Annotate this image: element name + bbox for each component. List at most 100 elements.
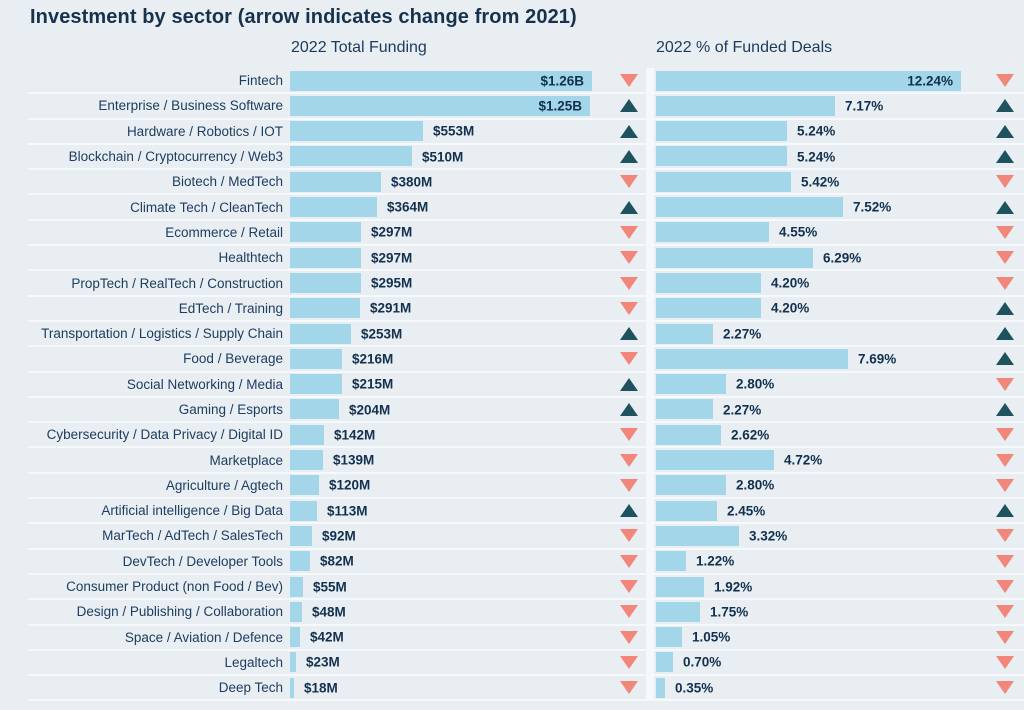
chart-row: Blockchain / Cryptocurrency / Web3 $510M 5… <box>0 144 1024 171</box>
deals-bar <box>656 424 721 445</box>
triangle-up-icon <box>995 99 1014 113</box>
triangle-down-icon <box>619 529 638 543</box>
triangle-up-icon <box>619 200 638 214</box>
deals-bar <box>656 399 713 420</box>
funding-trend-cell <box>612 225 645 239</box>
funding-trend-cell <box>612 377 645 391</box>
funding-bar-cell: $142M <box>290 422 612 447</box>
chart-rows: Fintech $1.26B 12.24% Enterprise / Business… <box>0 68 1024 702</box>
deals-bar <box>656 171 791 192</box>
deals-trend-cell <box>985 681 1024 695</box>
funding-bar <box>290 601 302 622</box>
sector-label: Design / Publishing / Collaboration <box>76 604 283 620</box>
triangle-down-icon <box>995 655 1014 669</box>
triangle-down-icon <box>619 352 638 366</box>
chart-row: PropTech / RealTech / Construction $295M 4… <box>0 270 1024 297</box>
triangle-down-icon <box>619 74 638 88</box>
chart-row: MarTech / AdTech / SalesTech $92M 3.32% <box>0 523 1024 550</box>
deals-bar-cell: 1.92% <box>656 574 985 599</box>
deals-value: 1.92% <box>714 579 753 595</box>
deals-bar <box>656 95 835 116</box>
triangle-up-icon <box>995 200 1014 214</box>
triangle-up-icon <box>619 504 638 518</box>
funding-bar-cell: $18M <box>290 675 612 700</box>
sector-label: Legaltech <box>224 654 283 670</box>
funding-trend-cell <box>612 99 645 113</box>
funding-trend-cell <box>612 327 645 341</box>
sector-label: Cybersecurity / Data Privacy / Digital I… <box>46 427 283 443</box>
triangle-up-icon <box>619 99 638 113</box>
deals-value: 4.20% <box>771 300 810 316</box>
funding-trend-cell <box>612 74 645 88</box>
funding-value: $18M <box>304 680 338 696</box>
deals-bar-cell: 4.20% <box>656 270 985 295</box>
funding-bar <box>290 374 342 395</box>
funding-value: $297M <box>371 250 413 266</box>
deals-bar-cell: 4.20% <box>656 296 985 321</box>
funding-value: $291M <box>370 300 412 316</box>
funding-value: $92M <box>322 528 356 544</box>
triangle-down-icon <box>619 580 638 594</box>
sector-label: PropTech / RealTech / Construction <box>71 275 283 291</box>
deals-bar <box>656 146 787 167</box>
deals-bar-cell: 1.75% <box>656 599 985 624</box>
funding-value: $139M <box>333 452 375 468</box>
funding-bar-cell: $204M <box>290 397 612 422</box>
deals-bar-cell: 6.29% <box>656 245 985 270</box>
triangle-down-icon <box>619 681 638 695</box>
deals-bar-cell: 7.52% <box>656 194 985 219</box>
deals-trend-cell <box>985 150 1024 164</box>
funding-bar-cell: $291M <box>290 296 612 321</box>
deals-trend-cell <box>985 428 1024 442</box>
funding-bar <box>290 677 294 698</box>
sector-label: Blockchain / Cryptocurrency / Web3 <box>68 149 283 165</box>
funding-bar <box>290 323 351 344</box>
sector-label: Marketplace <box>209 452 283 468</box>
funding-bar-cell: $82M <box>290 549 612 574</box>
deals-bar <box>656 222 769 243</box>
funding-value: $510M <box>422 149 464 165</box>
chart-row: Healthtech $297M 6.29% <box>0 245 1024 272</box>
deals-bar <box>656 298 761 319</box>
funding-bar <box>290 627 300 648</box>
funding-bar <box>290 197 377 218</box>
funding-trend-cell <box>612 150 645 164</box>
triangle-down-icon <box>995 580 1014 594</box>
chart-row: Cybersecurity / Data Privacy / Digital I… <box>0 422 1024 449</box>
deals-trend-cell <box>985 630 1024 644</box>
chart-row: Biotech / MedTech $380M 5.42% <box>0 169 1024 196</box>
deals-trend-cell <box>985 276 1024 290</box>
funding-bar <box>290 525 312 546</box>
funding-value: $380M <box>391 174 433 190</box>
deals-bar-cell: 1.05% <box>656 625 985 650</box>
funding-trend-cell <box>612 175 645 189</box>
deals-value: 2.80% <box>736 376 775 392</box>
column-gap-divider <box>646 68 654 701</box>
triangle-down-icon <box>995 529 1014 543</box>
deals-value: 1.05% <box>692 629 731 645</box>
chart-row: Deep Tech $18M 0.35% <box>0 675 1024 702</box>
triangle-down-icon <box>619 655 638 669</box>
sector-label: EdTech / Training <box>178 300 283 316</box>
funding-bar-cell: $253M <box>290 321 612 346</box>
chart-row: Food / Beverage $216M 7.69% <box>0 346 1024 373</box>
triangle-down-icon <box>995 554 1014 568</box>
funding-value: $253M <box>361 326 403 342</box>
funding-bar <box>290 652 296 673</box>
triangle-down-icon <box>619 175 638 189</box>
triangle-up-icon <box>619 403 638 416</box>
deals-bar <box>656 272 761 293</box>
deals-bar-cell: 5.24% <box>656 119 985 144</box>
deals-value: 5.24% <box>797 123 836 139</box>
funding-bar-cell: $216M <box>290 346 612 371</box>
deals-trend-cell <box>985 251 1024 265</box>
funding-value: $295M <box>371 275 413 291</box>
deals-value: 7.69% <box>858 351 897 367</box>
funding-bar-cell: $55M <box>290 574 612 599</box>
funding-bar <box>290 475 319 496</box>
deals-bar-cell: 0.35% <box>656 675 985 700</box>
deals-bar-cell: 4.55% <box>656 220 985 245</box>
chart-row: Climate Tech / CleanTech $364M 7.52% <box>0 194 1024 222</box>
sector-label: Artificial intelligence / Big Data <box>101 503 283 519</box>
deals-value: 1.75% <box>710 604 749 620</box>
